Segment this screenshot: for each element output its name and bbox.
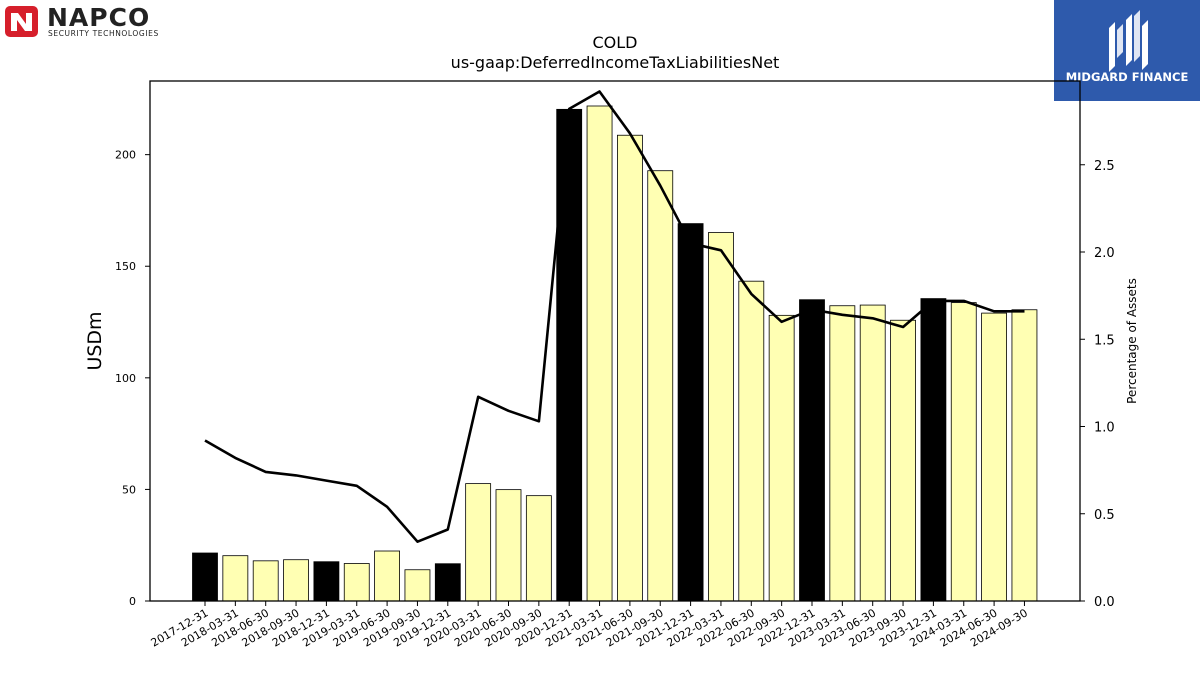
bar-2021-06-30 bbox=[617, 134, 643, 602]
bar-2019-09-30 bbox=[404, 569, 431, 602]
chart-title: COLD bbox=[593, 33, 638, 52]
bar-2022-03-31 bbox=[708, 232, 734, 602]
bar-2023-03-31 bbox=[829, 305, 856, 602]
bar-series bbox=[192, 105, 1038, 602]
bar-2024-09-30 bbox=[1011, 309, 1038, 602]
bar-2019-12-31 bbox=[434, 563, 461, 602]
plot-frame bbox=[149, 80, 1081, 602]
bar-2022-12-31 bbox=[799, 299, 825, 602]
line-series bbox=[204, 90, 1025, 544]
y2-tick-label: 1.5 bbox=[1094, 333, 1115, 348]
midgard-logo-wordmark: MIDGARD FINANCE bbox=[1066, 70, 1189, 84]
bar-2020-09-30 bbox=[525, 495, 552, 602]
y-tick-label: 200 bbox=[115, 149, 136, 162]
napco-logo: NAPCO SECURITY TECHNOLOGIES bbox=[5, 4, 159, 38]
y-tick-label: 0 bbox=[129, 595, 136, 608]
bar-2022-06-30 bbox=[738, 280, 765, 602]
bar-2021-12-31 bbox=[677, 223, 704, 602]
right-axis-ticks: 0.0 0.5 1.0 1.5 2.0 2.5 bbox=[1080, 159, 1115, 610]
bar-2023-09-30 bbox=[890, 319, 916, 602]
bar-2018-09-30 bbox=[283, 559, 309, 602]
y2-tick-label: 2.0 bbox=[1094, 246, 1115, 261]
y-axis-label: USDm bbox=[84, 311, 106, 370]
y2-axis-label: Percentage of Assets bbox=[1125, 278, 1139, 404]
napco-logo-tagline: SECURITY TECHNOLOGIES bbox=[48, 29, 159, 38]
bar-2022-09-30 bbox=[768, 314, 795, 602]
bar-2023-12-31 bbox=[920, 298, 947, 602]
bar-2023-06-30 bbox=[859, 304, 886, 602]
bar-2020-06-30 bbox=[495, 489, 522, 602]
bar-2021-09-30 bbox=[647, 170, 674, 602]
y2-tick-label: 0.5 bbox=[1094, 508, 1115, 523]
bar-2021-03-31 bbox=[586, 105, 613, 602]
bar-2018-06-30 bbox=[252, 560, 279, 602]
y2-tick-label: 2.5 bbox=[1094, 159, 1115, 174]
y-tick-label: 50 bbox=[122, 483, 136, 496]
napco-logo-mark bbox=[5, 6, 38, 37]
bar-2018-03-31 bbox=[222, 555, 249, 602]
percentage-of-assets-line bbox=[204, 90, 1025, 544]
bar-2019-06-30 bbox=[374, 550, 401, 602]
bar-2017-12-31 bbox=[192, 552, 218, 602]
bar-2020-03-31 bbox=[465, 483, 492, 602]
bar-2019-03-31 bbox=[343, 563, 370, 602]
y-tick-label: 100 bbox=[115, 372, 136, 385]
x-axis-ticks: 2017-12-312018-03-312018-06-302018-09-30… bbox=[149, 601, 1030, 650]
y2-tick-label: 0.0 bbox=[1094, 595, 1115, 610]
napco-logo-wordmark: NAPCO bbox=[47, 4, 150, 32]
chart-subtitle: us-gaap:DeferredIncomeTaxLiabilitiesNet bbox=[451, 53, 780, 72]
bar-2020-12-31 bbox=[556, 108, 583, 602]
bar-2018-12-31 bbox=[313, 561, 340, 602]
midgard-logo-mark bbox=[1109, 10, 1148, 72]
bar-2024-03-31 bbox=[950, 302, 977, 602]
bar-2024-06-30 bbox=[981, 312, 1007, 602]
left-axis-ticks: 0 50 100 150 200 bbox=[115, 149, 150, 608]
y-tick-label: 150 bbox=[115, 260, 136, 273]
y2-tick-label: 1.0 bbox=[1094, 421, 1115, 436]
midgard-finance-logo: MIDGARD FINANCE bbox=[1054, 0, 1200, 101]
